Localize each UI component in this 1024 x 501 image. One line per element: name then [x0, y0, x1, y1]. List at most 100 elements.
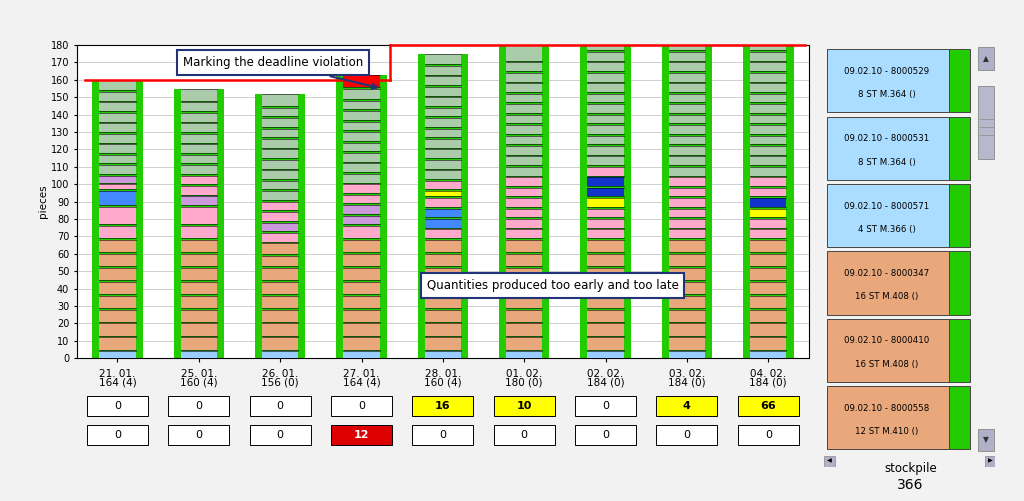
Bar — [506, 186, 543, 188]
Bar — [751, 322, 786, 324]
Bar — [425, 207, 461, 208]
Text: 03. 02.: 03. 02. — [669, 369, 706, 379]
Bar — [343, 205, 380, 214]
Bar — [425, 254, 461, 266]
Bar — [588, 71, 624, 73]
Bar — [506, 83, 543, 92]
Bar — [506, 268, 543, 280]
Bar — [669, 83, 706, 92]
Bar — [669, 61, 706, 63]
Bar — [588, 198, 624, 207]
Bar — [92, 80, 142, 358]
Text: 156 (0): 156 (0) — [261, 377, 299, 387]
Bar — [262, 160, 298, 169]
Bar — [751, 113, 786, 115]
Bar — [180, 195, 217, 196]
Bar — [669, 350, 706, 351]
Bar — [588, 229, 624, 238]
Bar — [99, 337, 135, 350]
Bar — [948, 252, 970, 315]
Bar — [99, 165, 135, 174]
Bar — [506, 208, 543, 217]
Text: 09.02.10 - 8000571: 09.02.10 - 8000571 — [844, 201, 929, 210]
Bar — [343, 252, 380, 254]
Bar — [425, 139, 461, 148]
Bar — [669, 188, 706, 196]
Bar — [506, 144, 543, 146]
Bar — [506, 71, 543, 73]
Bar — [669, 196, 706, 198]
Text: 25. 01.: 25. 01. — [180, 369, 217, 379]
Bar — [425, 87, 461, 96]
Bar — [343, 182, 380, 184]
Bar — [669, 294, 706, 296]
Bar — [588, 196, 624, 198]
Bar — [751, 155, 786, 156]
Bar — [262, 200, 298, 202]
Bar — [985, 455, 995, 467]
Bar — [588, 94, 624, 103]
Bar — [751, 175, 786, 177]
Text: 0: 0 — [358, 401, 365, 411]
Bar — [180, 337, 217, 350]
Bar — [343, 215, 380, 224]
Bar — [948, 386, 970, 449]
Bar — [343, 268, 380, 280]
Bar — [99, 191, 135, 205]
Bar — [669, 217, 706, 219]
Bar — [99, 163, 135, 165]
Bar — [425, 66, 461, 75]
Bar — [343, 101, 380, 109]
Bar — [494, 425, 555, 445]
Bar — [588, 252, 624, 254]
Bar — [343, 322, 380, 324]
Bar — [669, 165, 706, 167]
Text: 184 (0): 184 (0) — [668, 377, 706, 387]
Bar — [262, 210, 298, 212]
Bar — [262, 127, 298, 129]
Bar — [506, 92, 543, 94]
Bar — [413, 425, 473, 445]
Bar — [425, 106, 461, 108]
Bar — [262, 221, 298, 222]
Bar — [588, 61, 624, 63]
Bar — [669, 115, 706, 123]
Bar — [262, 170, 298, 179]
Bar — [751, 268, 786, 280]
Bar — [588, 217, 624, 219]
Bar — [174, 89, 224, 358]
Bar — [506, 254, 543, 266]
Bar — [331, 425, 392, 445]
Bar — [262, 94, 298, 106]
Bar — [669, 296, 706, 308]
Bar — [180, 282, 217, 294]
Bar — [948, 49, 970, 112]
Bar — [343, 280, 380, 282]
Bar — [588, 104, 624, 113]
Bar — [506, 324, 543, 336]
Bar — [588, 92, 624, 94]
Bar — [669, 144, 706, 146]
Bar — [948, 117, 970, 180]
Bar — [425, 127, 461, 129]
Bar — [343, 132, 380, 141]
Text: 21. 01.: 21. 01. — [99, 369, 135, 379]
Bar — [506, 240, 543, 252]
Text: 0: 0 — [521, 430, 527, 440]
Bar — [343, 193, 380, 195]
Text: 28. 01.: 28. 01. — [425, 369, 461, 379]
Text: 0: 0 — [196, 401, 203, 411]
Bar — [669, 156, 706, 165]
Bar — [506, 351, 543, 358]
Bar — [588, 38, 624, 358]
Bar — [751, 146, 786, 155]
Bar — [978, 429, 994, 451]
Text: 09.02.10 - 8000531: 09.02.10 - 8000531 — [844, 134, 929, 143]
Bar — [751, 198, 786, 207]
Bar — [425, 252, 461, 254]
Bar — [425, 118, 461, 127]
Bar — [669, 207, 706, 208]
Bar — [425, 149, 461, 158]
Bar — [588, 82, 624, 83]
Text: 0: 0 — [276, 430, 284, 440]
